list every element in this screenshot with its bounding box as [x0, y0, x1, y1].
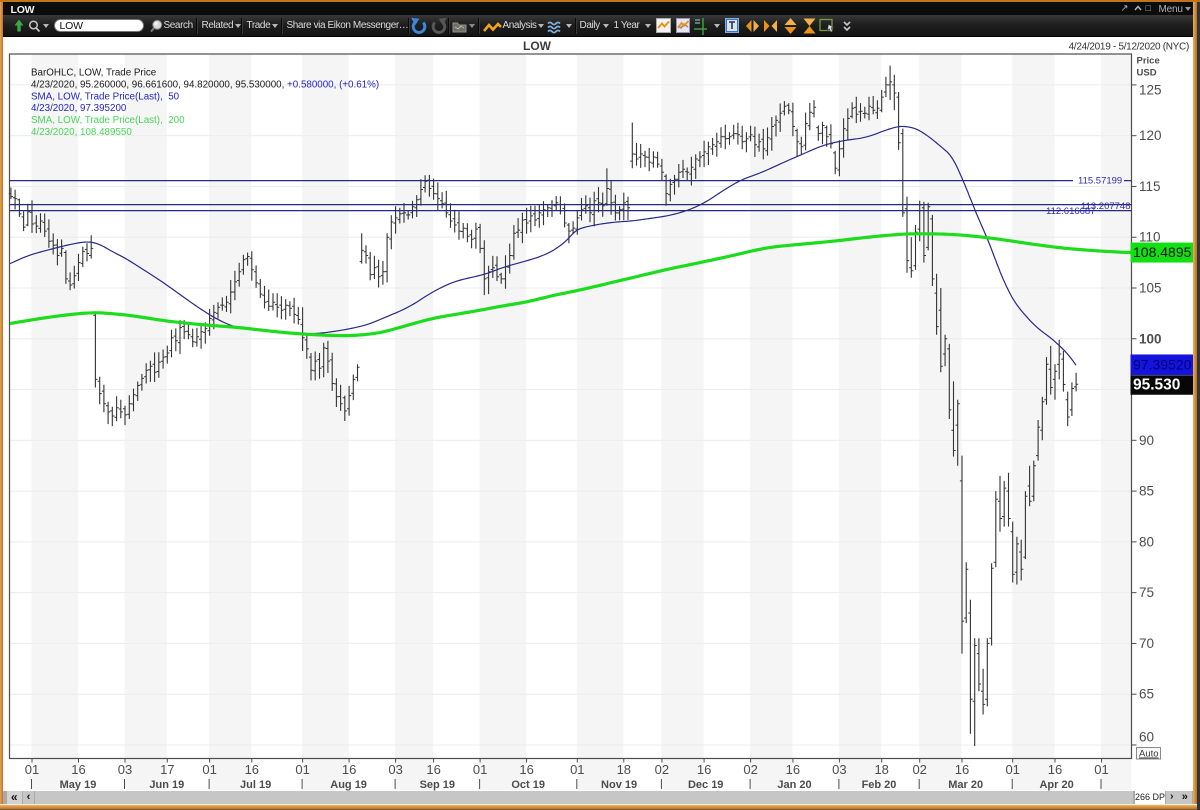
svg-text:01: 01 [202, 762, 216, 777]
svg-text:SMA, LOW, Trade Price(Last),: SMA, LOW, Trade Price(Last), 50 [31, 91, 180, 102]
svg-text:4/23/2020, 95.260000, 96.66160: 4/23/2020, 95.260000, 96.661600, 94.8200… [31, 79, 379, 90]
svg-text:02: 02 [743, 762, 757, 777]
svg-text:125: 125 [1139, 82, 1162, 97]
svg-text:4/23/2020, 97.395200: 4/23/2020, 97.395200 [31, 103, 127, 114]
svg-text:75: 75 [1139, 585, 1154, 600]
svg-text:Aug 19: Aug 19 [330, 779, 367, 791]
svg-text:16: 16 [71, 762, 85, 777]
svg-text:4/23/2020, 108.489550: 4/23/2020, 108.489550 [31, 127, 132, 138]
svg-text:LOW: LOW [523, 39, 552, 53]
svg-text:03: 03 [118, 762, 132, 777]
svg-text:115: 115 [1139, 179, 1161, 194]
svg-text:SMA, LOW, Trade Price(Last),: SMA, LOW, Trade Price(Last), 200 [31, 115, 185, 126]
svg-text:Jul 19: Jul 19 [240, 779, 271, 791]
svg-text:108.4895: 108.4895 [1133, 244, 1192, 260]
svg-text:01: 01 [570, 762, 584, 777]
svg-text:Apr 20: Apr 20 [1039, 779, 1073, 791]
svg-text:16: 16 [697, 762, 711, 777]
svg-text:18: 18 [874, 762, 888, 777]
svg-text:65: 65 [1139, 687, 1154, 702]
svg-text:Price: Price [1137, 56, 1160, 67]
svg-text:100: 100 [1139, 331, 1162, 346]
svg-text:Auto: Auto [1139, 749, 1159, 760]
svg-text:May 19: May 19 [60, 779, 97, 791]
svg-text:03: 03 [832, 762, 846, 777]
svg-text:01: 01 [473, 762, 487, 777]
svg-text:95.530: 95.530 [1133, 376, 1180, 393]
svg-text:Jan 20: Jan 20 [777, 779, 811, 791]
svg-text:Sep 19: Sep 19 [420, 779, 455, 791]
svg-text:Jun 19: Jun 19 [149, 779, 184, 791]
svg-text:Dec 19: Dec 19 [688, 779, 723, 791]
svg-text:Feb 20: Feb 20 [862, 779, 897, 791]
svg-text:17: 17 [160, 762, 174, 777]
svg-text:16: 16 [245, 762, 259, 777]
svg-text:01: 01 [1094, 762, 1108, 777]
svg-text:USD: USD [1137, 68, 1157, 79]
svg-text:03: 03 [388, 762, 402, 777]
svg-text:90: 90 [1139, 433, 1154, 448]
svg-text:120: 120 [1139, 128, 1162, 143]
svg-text:BarOHLC, LOW, Trade Price: BarOHLC, LOW, Trade Price [31, 68, 157, 79]
svg-text:01: 01 [25, 762, 39, 777]
svg-text:18: 18 [617, 762, 631, 777]
svg-text:80: 80 [1139, 534, 1154, 549]
svg-text:16: 16 [955, 762, 969, 777]
svg-text:02: 02 [655, 762, 669, 777]
svg-text:16: 16 [519, 762, 533, 777]
svg-text:115.57199: 115.57199 [1078, 176, 1122, 187]
svg-text:Nov 19: Nov 19 [601, 779, 637, 791]
svg-text:105: 105 [1139, 281, 1162, 296]
svg-text:60: 60 [1139, 729, 1154, 744]
svg-text:4/24/2019 - 5/12/2020 (NYC): 4/24/2019 - 5/12/2020 (NYC) [1069, 42, 1189, 53]
svg-text:01: 01 [295, 762, 309, 777]
svg-text:Mar 20: Mar 20 [948, 779, 983, 791]
svg-text:02: 02 [912, 762, 926, 777]
svg-text:01: 01 [1005, 762, 1019, 777]
svg-text:16: 16 [342, 762, 356, 777]
svg-text:85: 85 [1139, 484, 1154, 499]
svg-text:Oct 19: Oct 19 [511, 779, 545, 791]
svg-text:112.616687: 112.616687 [1046, 206, 1096, 217]
svg-text:16: 16 [1048, 762, 1062, 777]
svg-text:16: 16 [786, 762, 800, 777]
svg-text:113.207748: 113.207748 [1081, 201, 1131, 212]
svg-text:70: 70 [1139, 636, 1154, 651]
svg-text:16: 16 [426, 762, 440, 777]
svg-text:97.39520: 97.39520 [1133, 356, 1192, 372]
svg-text:110: 110 [1139, 230, 1161, 245]
